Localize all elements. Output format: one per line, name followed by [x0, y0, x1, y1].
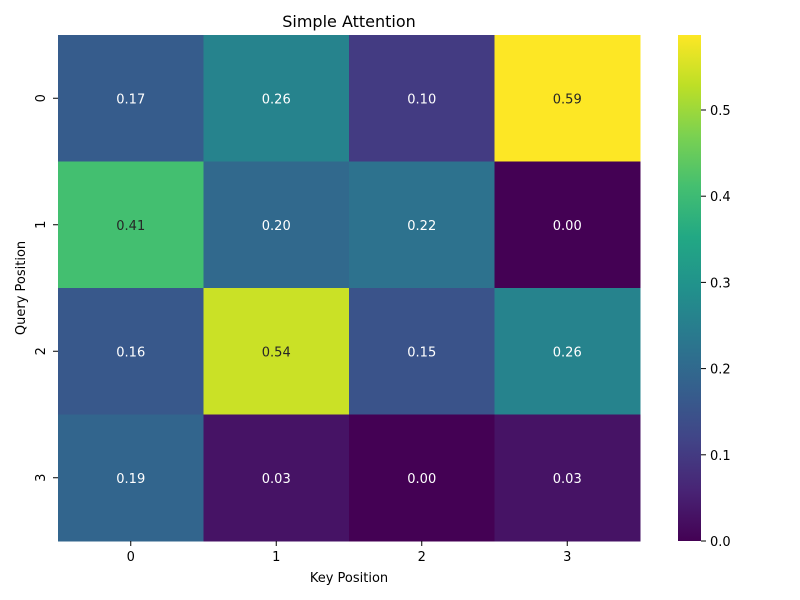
y-axis-ticks: 0 1 2 3	[34, 94, 58, 482]
y-tick-label: 0	[34, 94, 49, 102]
cell-value-label: 0.19	[116, 472, 145, 487]
x-tick-label: 3	[563, 550, 571, 565]
heatmap-cell	[494, 161, 641, 289]
colorbar-tick-label: 0.2	[710, 363, 731, 378]
x-tick-label: 0	[127, 550, 135, 565]
heatmap-cell	[58, 414, 204, 542]
cell-value-label: 0.22	[407, 219, 436, 234]
cell-value-label: 0.15	[407, 345, 436, 360]
heatmap-cell	[349, 161, 495, 289]
x-tick-label: 1	[272, 550, 280, 565]
cell-value-label: 0.20	[262, 219, 291, 234]
cell-value-label: 0.03	[262, 472, 291, 487]
colorbar-tick-label: 0.4	[710, 190, 731, 205]
x-axis-ticks: 0 1 2 3	[127, 541, 571, 565]
y-axis-label: Query Position	[14, 241, 29, 335]
heatmap-cell	[203, 414, 350, 542]
colorbar-tick-label: 0.3	[710, 276, 731, 291]
cell-value-label: 0.10	[407, 92, 436, 107]
x-tick-label: 2	[418, 550, 426, 565]
heatmap-cell	[58, 35, 204, 162]
heatmap-cell	[494, 35, 641, 162]
cell-value-label: 0.59	[553, 92, 582, 107]
heatmap-cell	[58, 288, 204, 415]
cell-value-label: 0.54	[262, 345, 291, 360]
heatmap-cells: 0.17 0.26 0.10 0.59 0.41 0.20 0.22 0.00 0.16 0.54…	[58, 35, 641, 542]
y-tick-label: 3	[34, 474, 49, 482]
cell-value-label: 0.26	[262, 92, 291, 107]
heatmap-cell	[203, 161, 350, 289]
heatmap-cell	[349, 35, 495, 162]
y-tick-label: 1	[34, 221, 49, 229]
cell-value-label: 0.03	[553, 472, 582, 487]
heatmap-cell	[349, 414, 495, 542]
cell-value-label: 0.00	[407, 472, 436, 487]
heatmap-cell	[494, 288, 641, 415]
heatmap-cell	[203, 35, 350, 162]
heatmap-cell	[203, 288, 350, 415]
colorbar-gradient	[678, 35, 701, 541]
cell-value-label: 0.41	[116, 219, 145, 234]
cell-value-label: 0.16	[116, 345, 145, 360]
heatmap-cell	[494, 414, 641, 542]
colorbar-tick-label: 0.0	[710, 535, 731, 550]
colorbar: 0.0 0.1 0.2 0.3 0.4 0.5	[678, 35, 731, 550]
y-tick-label: 2	[34, 347, 49, 355]
heatmap-cell	[58, 161, 204, 289]
cell-value-label: 0.00	[553, 219, 582, 234]
heatmap-cell	[349, 288, 495, 415]
chart-title: Simple Attention	[282, 12, 416, 31]
colorbar-tick-label: 0.5	[710, 104, 731, 119]
x-axis-label: Key Position	[310, 571, 388, 586]
cell-value-label: 0.26	[553, 345, 582, 360]
cell-value-label: 0.17	[116, 92, 145, 107]
colorbar-tick-label: 0.1	[710, 449, 731, 464]
